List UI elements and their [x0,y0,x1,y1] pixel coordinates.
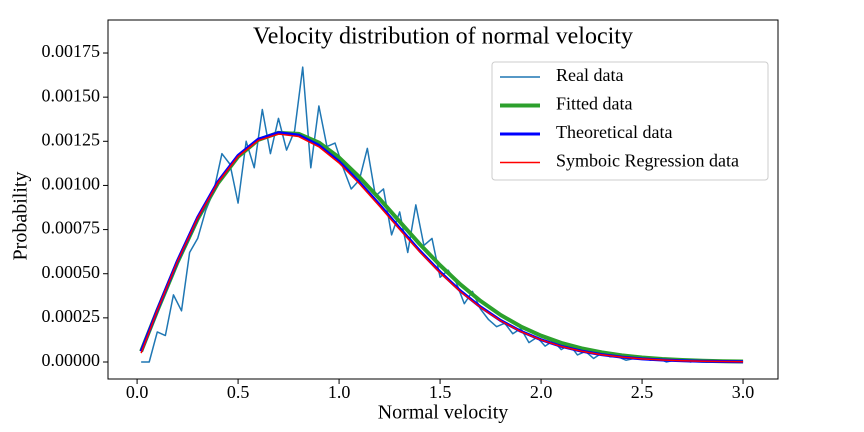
y-tick-label: 0.00000 [42,350,101,370]
plot-frame [107,19,779,380]
legend-label: Real data [556,65,623,85]
x-tick-label: 3.0 [732,382,755,402]
y-tick-label: 0.00075 [42,218,101,238]
x-tick-label: 0.5 [227,382,250,402]
y-tick-label: 0.00100 [42,174,101,194]
x-tick-label: 2.5 [631,382,654,402]
chart-title: Velocity distribution of normal velocity [253,24,633,50]
y-tick-label: 0.00175 [42,41,101,61]
x-axis-label: Normal velocity [378,402,509,424]
legend-label: Theoretical data [556,122,672,142]
legend-label: Symboic Regression data [556,151,739,171]
y-tick-label: 0.00025 [42,306,101,326]
y-tick-label: 0.00150 [42,85,101,105]
y-axis-label: Probability [10,172,32,261]
legend-box [491,61,769,181]
x-tick-label: 1.5 [429,382,452,402]
x-tick-label: 0.0 [126,382,149,402]
x-tick-label: 2.0 [530,382,553,402]
y-tick-label: 0.00125 [42,129,101,149]
legend-label: Fitted data [556,94,632,114]
data-line [140,133,744,363]
y-tick-label: 0.00050 [42,262,101,282]
x-tick-label: 1.0 [328,382,351,402]
